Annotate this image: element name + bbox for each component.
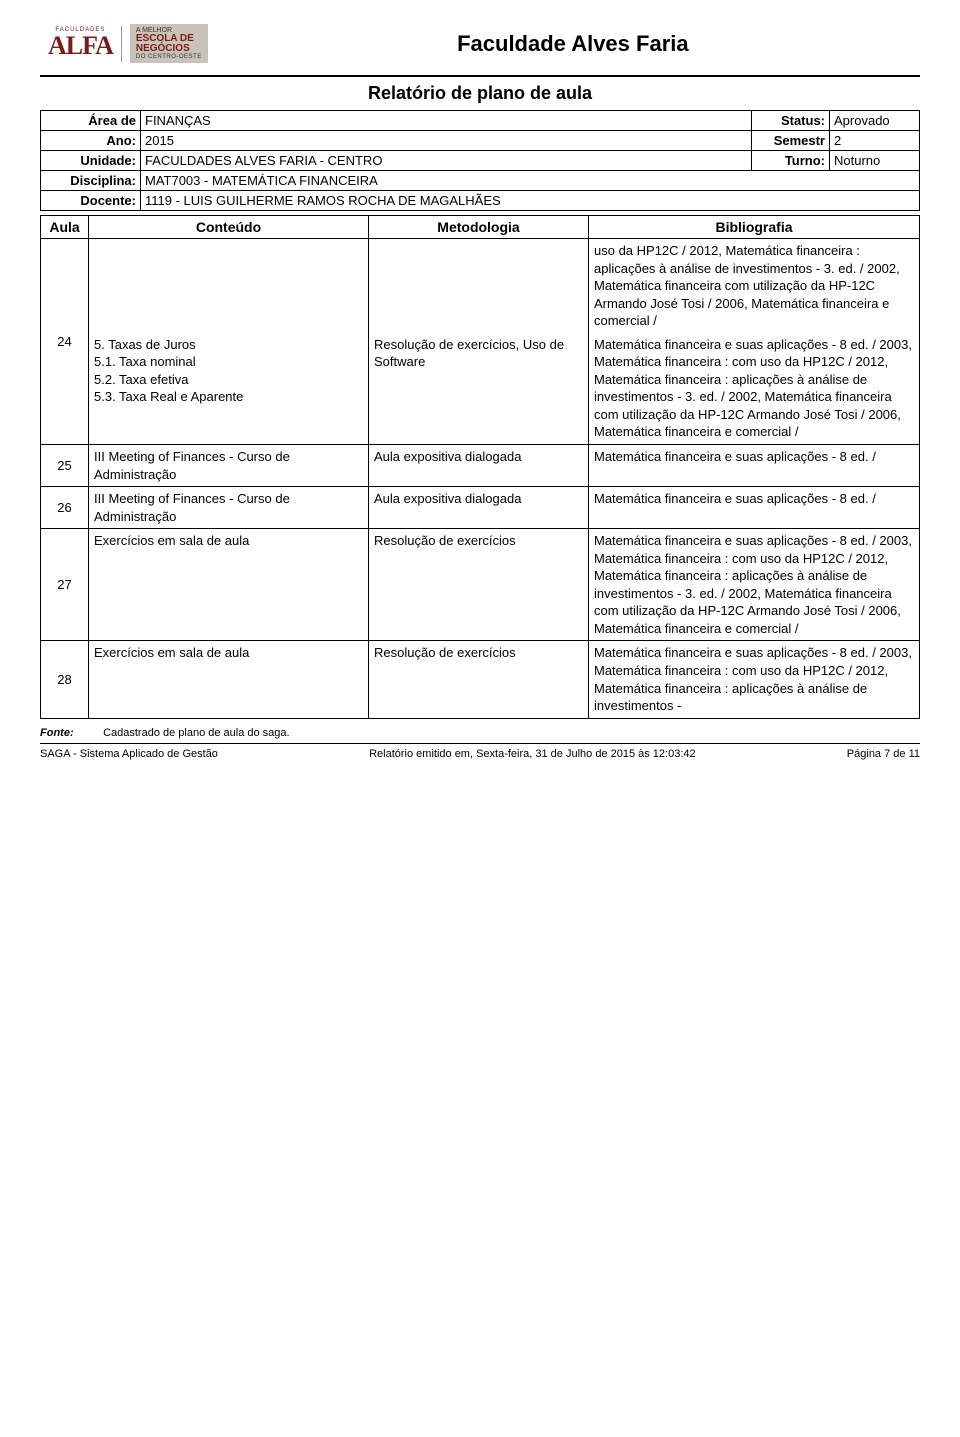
cell-aula-25: 25 (41, 445, 89, 487)
table-row-28: 28 Exercícios em sala de aula Resolução … (41, 641, 920, 718)
footer-rule (40, 743, 920, 744)
logo-main: ALFA (48, 31, 113, 61)
cell-conteudo-24: 5. Taxas de Juros 5.1. Taxa nominal 5.2.… (89, 333, 369, 445)
meta-value-semestr: 2 (830, 131, 920, 151)
cell-conteudo-27: Exercícios em sala de aula (89, 529, 369, 641)
meta-value-status: Aprovado (830, 111, 920, 131)
meta-row-ano: Ano: 2015 Semestr 2 (41, 131, 920, 151)
meta-label-disciplina: Disciplina: (41, 171, 141, 191)
meta-label-status: Status: (752, 111, 830, 131)
meta-table: Área de FINANÇAS Status: Aprovado Ano: 2… (40, 110, 920, 211)
meta-label-area: Área de (41, 111, 141, 131)
meta-label-turno: Turno: (752, 151, 830, 171)
cell-aula-24: 24 (41, 239, 89, 445)
meta-value-ano: 2015 (141, 131, 752, 151)
badge-mid2: NEGÓCIOS (136, 44, 202, 54)
cell-metodologia-empty (369, 239, 589, 333)
logo: FACULDADES ALFA A MELHOR ESCOLA DE NEGÓC… (40, 20, 216, 67)
logo-divider (121, 26, 122, 62)
meta-value-turno: Noturno (830, 151, 920, 171)
cell-bib-26: Matemática financeira e suas aplicações … (589, 487, 920, 529)
footer-fonte-label: Fonte: (40, 727, 100, 739)
meta-row-docente: Docente: 1119 - LUIS GUILHERME RAMOS ROC… (41, 191, 920, 211)
cell-bib-27: Matemática financeira e suas aplicações … (589, 529, 920, 641)
meta-label-semestr: Semestr (752, 131, 830, 151)
logo-badge: A MELHOR ESCOLA DE NEGÓCIOS DO CENTRO-OE… (130, 24, 208, 63)
page-header: FACULDADES ALFA A MELHOR ESCOLA DE NEGÓC… (40, 20, 920, 67)
table-row-27: 27 Exercícios em sala de aula Resolução … (41, 529, 920, 641)
cell-bib-28: Matemática financeira e suas aplicações … (589, 641, 920, 718)
cell-bib-25: Matemática financeira e suas aplicações … (589, 445, 920, 487)
header-rule (40, 75, 920, 77)
meta-label-unidade: Unidade: (41, 151, 141, 171)
table-row-continuation: 24 uso da HP12C / 2012, Matemática finan… (41, 239, 920, 333)
cell-aula-27: 27 (41, 529, 89, 641)
cell-conteudo-25: III Meeting of Finances - Curso de Admin… (89, 445, 369, 487)
footer-center: Relatório emitido em, Sexta-feira, 31 de… (369, 748, 696, 760)
col-metodologia: Metodologia (369, 216, 589, 239)
table-row-24: 5. Taxas de Juros 5.1. Taxa nominal 5.2.… (41, 333, 920, 445)
cell-metodologia-26: Aula expositiva dialogada (369, 487, 589, 529)
meta-value-disciplina: MAT7003 - MATEMÁTICA FINANCEIRA (141, 171, 920, 191)
footer-right: Página 7 de 11 (847, 748, 920, 760)
cell-conteudo-empty (89, 239, 369, 333)
report-title: Relatório de plano de aula (40, 83, 920, 104)
footer-left: SAGA - Sistema Aplicado de Gestão (40, 748, 218, 760)
cell-metodologia-25: Aula expositiva dialogada (369, 445, 589, 487)
table-row-25: 25 III Meeting of Finances - Curso de Ad… (41, 445, 920, 487)
footer-bar: SAGA - Sistema Aplicado de Gestão Relató… (40, 748, 920, 760)
content-table: Aula Conteúdo Metodologia Bibliografia 2… (40, 215, 920, 719)
footer-fonte-value: Cadastrado de plano de aula do saga. (103, 727, 290, 739)
meta-label-ano: Ano: (41, 131, 141, 151)
cell-metodologia-24: Resolução de exercícios, Uso de Software (369, 333, 589, 445)
meta-value-area: FINANÇAS (141, 111, 752, 131)
meta-row-disciplina: Disciplina: MAT7003 - MATEMÁTICA FINANCE… (41, 171, 920, 191)
meta-label-docente: Docente: (41, 191, 141, 211)
cell-aula-26: 26 (41, 487, 89, 529)
cell-aula-28: 28 (41, 641, 89, 718)
col-aula: Aula (41, 216, 89, 239)
meta-row-area: Área de FINANÇAS Status: Aprovado (41, 111, 920, 131)
col-bibliografia: Bibliografia (589, 216, 920, 239)
cell-conteudo-28: Exercícios em sala de aula (89, 641, 369, 718)
cell-conteudo-26: III Meeting of Finances - Curso de Admin… (89, 487, 369, 529)
cell-bib-top: uso da HP12C / 2012, Matemática financei… (589, 239, 920, 333)
content-header-row: Aula Conteúdo Metodologia Bibliografia (41, 216, 920, 239)
badge-bot: DO CENTRO-OESTE (136, 54, 202, 60)
cell-bib-24: Matemática financeira e suas aplicações … (589, 333, 920, 445)
footer-source: Fonte: Cadastrado de plano de aula do sa… (40, 727, 920, 739)
page-title: Faculdade Alves Faria (226, 31, 920, 57)
logo-alfa-block: FACULDADES ALFA (48, 27, 113, 61)
cell-metodologia-28: Resolução de exercícios (369, 641, 589, 718)
meta-row-unidade: Unidade: FACULDADES ALVES FARIA - CENTRO… (41, 151, 920, 171)
meta-value-unidade: FACULDADES ALVES FARIA - CENTRO (141, 151, 752, 171)
col-conteudo: Conteúdo (89, 216, 369, 239)
meta-value-docente: 1119 - LUIS GUILHERME RAMOS ROCHA DE MAG… (141, 191, 920, 211)
footer: Fonte: Cadastrado de plano de aula do sa… (40, 727, 920, 760)
cell-metodologia-27: Resolução de exercícios (369, 529, 589, 641)
table-row-26: 26 III Meeting of Finances - Curso de Ad… (41, 487, 920, 529)
